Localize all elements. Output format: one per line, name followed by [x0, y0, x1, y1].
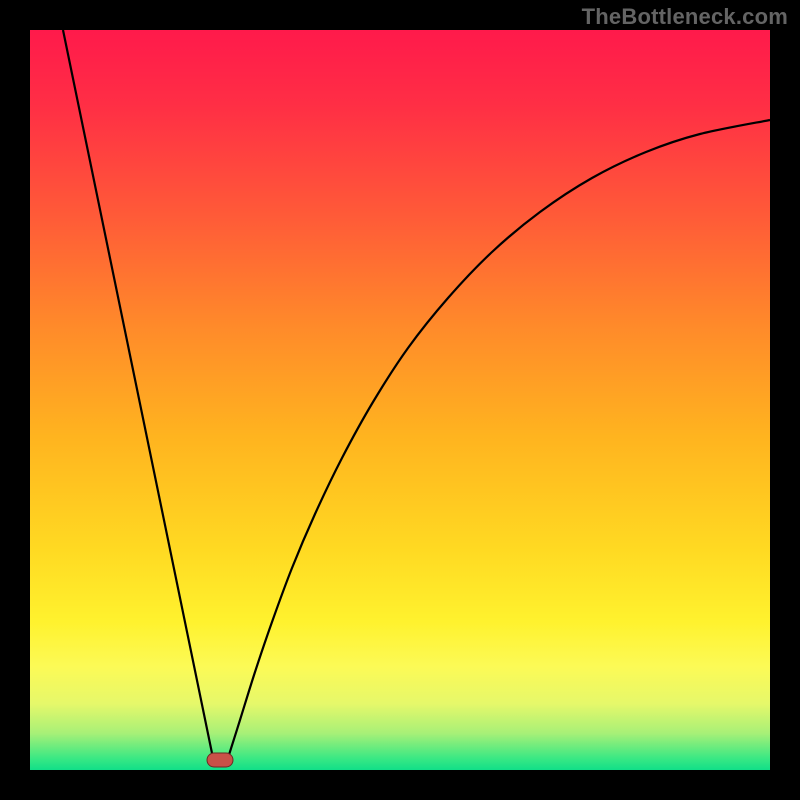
- watermark-text: TheBottleneck.com: [582, 4, 788, 30]
- chart-container: TheBottleneck.com: [0, 0, 800, 800]
- frame-border: [0, 0, 30, 800]
- optimum-marker: [207, 753, 233, 767]
- frame-border: [770, 0, 800, 800]
- frame-border: [0, 770, 800, 800]
- plot-background: [30, 30, 770, 770]
- bottleneck-chart: [0, 0, 800, 800]
